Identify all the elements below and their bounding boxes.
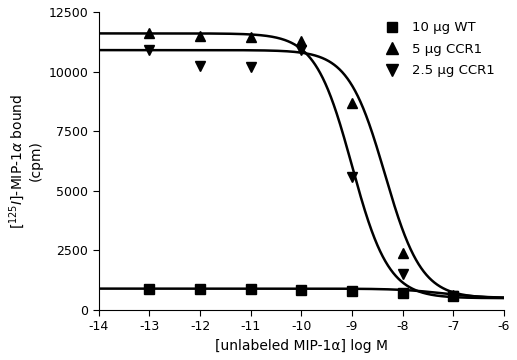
X-axis label: [unlabeled MIP-1α] log M: [unlabeled MIP-1α] log M xyxy=(215,339,388,353)
Y-axis label: $[^{125}I]$-MIP-1$\alpha$ bound
(cpm): $[^{125}I]$-MIP-1$\alpha$ bound (cpm) xyxy=(7,93,43,229)
Legend: 10 μg WT, 5 μg CCR1, 2.5 μg CCR1: 10 μg WT, 5 μg CCR1, 2.5 μg CCR1 xyxy=(376,19,497,80)
